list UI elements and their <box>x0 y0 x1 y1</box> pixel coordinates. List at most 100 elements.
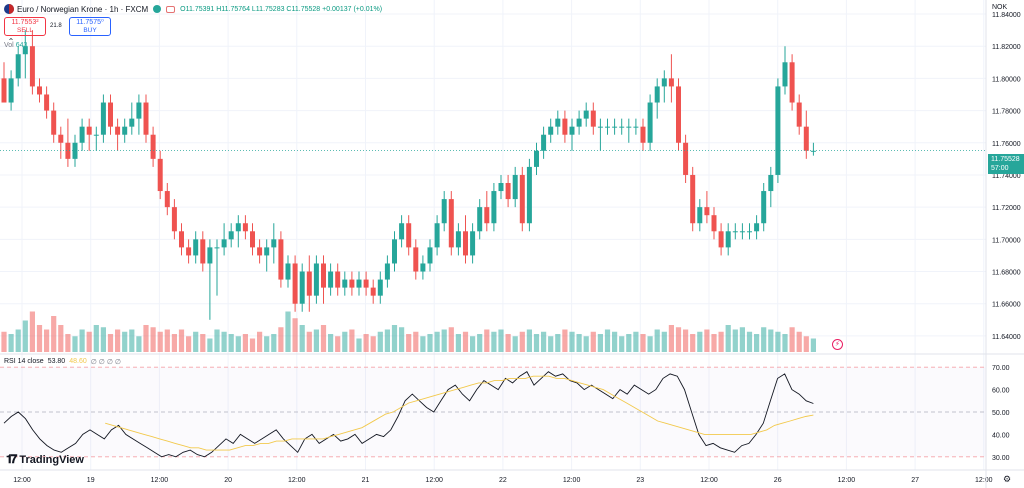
eye-icon[interactable] <box>166 5 176 13</box>
candle-body <box>186 247 192 256</box>
candle-body <box>242 223 248 232</box>
volume-bar <box>257 331 263 352</box>
symbol-title[interactable]: Euro / Norwegian Krone · 1h · FXCM <box>17 4 149 14</box>
volume-bar <box>548 336 554 352</box>
volume-bar <box>171 334 177 352</box>
volume-bar <box>498 329 504 352</box>
candle-body <box>427 247 433 264</box>
candle-body <box>597 126 603 128</box>
time-tick-label: 12:00 <box>563 477 581 484</box>
price-tick-label: 11.70000 <box>992 237 1021 244</box>
rsi-tick-label: 70.00 <box>992 365 1010 372</box>
candle-body <box>349 279 355 288</box>
price-tick-label: 11.82000 <box>992 44 1021 51</box>
candle-body <box>150 134 156 159</box>
candle-body <box>612 126 618 128</box>
candle-body <box>512 174 518 200</box>
price-tick-label: 11.64000 <box>992 334 1021 341</box>
buy-button[interactable]: 11.7575⁰ BUY <box>69 17 111 36</box>
candle-body <box>413 247 419 272</box>
candle-body <box>505 183 511 200</box>
candle-body <box>718 231 724 248</box>
candle-body <box>285 263 291 280</box>
volume-bar <box>292 318 298 352</box>
time-tick-label: 23 <box>636 477 644 484</box>
candle-body <box>605 126 610 128</box>
candle-body <box>576 118 582 127</box>
volume-bar <box>299 325 305 352</box>
time-tick-label: 12:00 <box>13 477 31 484</box>
symbol-header[interactable]: Euro / Norwegian Krone · 1h · FXCM O11.7… <box>4 3 382 15</box>
volume-bar <box>122 331 128 352</box>
currency-label[interactable]: NOK <box>992 4 1008 11</box>
volume-bar <box>455 334 461 352</box>
ohlc-values: O11.75391 H11.75764 L11.75283 C11.75528 … <box>180 5 383 13</box>
volume-bar <box>754 334 760 352</box>
candle-body <box>761 191 767 224</box>
volume-bar <box>129 329 135 352</box>
rsi-tick-label: 40.00 <box>992 432 1010 439</box>
market-status <box>153 5 162 13</box>
volume-bar <box>590 331 596 352</box>
sell-button[interactable]: 11.7553² SELL <box>4 17 46 36</box>
volume-bar <box>200 334 206 352</box>
candle-body <box>108 102 113 127</box>
candle-body <box>100 102 106 135</box>
volume-bar <box>448 327 454 352</box>
volume-bar <box>413 331 419 352</box>
volume-bar <box>654 329 660 352</box>
time-tick-label: 20 <box>224 477 232 484</box>
volume-bar <box>186 336 192 352</box>
price-tick-label: 11.68000 <box>992 270 1021 277</box>
volume-bar <box>136 336 142 352</box>
candle-body <box>157 158 163 192</box>
candle-body <box>668 78 674 87</box>
volume-bar <box>512 336 518 352</box>
volume-bar <box>370 336 376 352</box>
volume-bar <box>285 311 291 352</box>
volume-bar <box>193 331 199 352</box>
price-tick-label: 11.80000 <box>992 76 1021 83</box>
rsi-label: RSI 14 close <box>4 358 44 365</box>
volume-bar <box>342 331 348 352</box>
volume-bar <box>462 331 469 352</box>
price-tick-label: 11.78000 <box>992 109 1021 116</box>
volume-bar <box>143 325 149 352</box>
volume-bar <box>72 336 78 352</box>
candle-body <box>562 118 568 135</box>
candle-body <box>548 126 554 135</box>
candle-body <box>313 263 319 296</box>
candle-body <box>796 102 802 127</box>
chevron-up-icon[interactable]: ⌃ <box>7 37 15 46</box>
candle-body <box>1 78 7 103</box>
volume-bar <box>711 334 717 352</box>
candle-body <box>93 134 99 136</box>
tradingview-logo[interactable]: 𝟏𝟕 TradingView <box>6 452 84 467</box>
volume-legend[interactable]: Vol 643 <box>4 42 27 49</box>
rsi-tick-label: 60.00 <box>992 388 1010 395</box>
rsi-legend[interactable]: RSI 14 close 53.80 48.60 ∅ ∅ ∅ ∅ <box>4 358 121 366</box>
volume-bar <box>725 325 731 352</box>
volume-bar <box>235 336 241 352</box>
volume-bar <box>377 331 383 352</box>
volume-bar <box>604 329 611 352</box>
volume-bar <box>718 331 724 352</box>
candle-body <box>335 271 341 288</box>
volume-bar <box>441 329 447 352</box>
volume-bar <box>519 331 525 352</box>
volume-bar <box>675 327 682 352</box>
volume-bar <box>207 338 213 352</box>
candle-body <box>292 263 298 304</box>
volume-bar <box>79 329 85 352</box>
candle-body <box>569 126 575 135</box>
candle-body <box>661 78 667 87</box>
volume-bar <box>775 331 781 352</box>
gear-icon[interactable]: ⚙ <box>1003 474 1012 484</box>
volume-bar <box>51 316 57 352</box>
bolt-icon[interactable]: ⚡ <box>832 339 843 350</box>
candle-body <box>171 207 177 232</box>
volume-bar <box>406 334 412 352</box>
price-tick-label: 11.74000 <box>992 173 1021 180</box>
